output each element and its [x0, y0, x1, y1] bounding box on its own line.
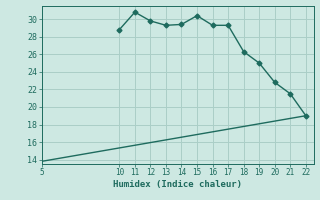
X-axis label: Humidex (Indice chaleur): Humidex (Indice chaleur)	[113, 180, 242, 189]
